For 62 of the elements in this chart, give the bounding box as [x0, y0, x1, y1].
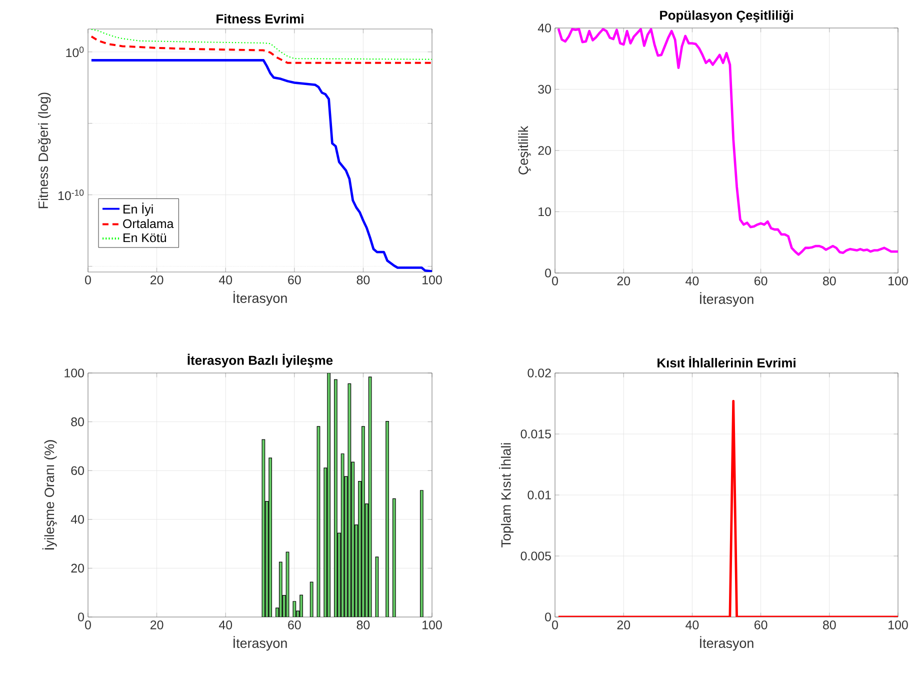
- y-tick-label: 0: [545, 612, 551, 622]
- x-tick-label: 20: [617, 276, 630, 286]
- x-tick-label: 20: [617, 620, 630, 630]
- y-tick-label: 0: [78, 612, 84, 622]
- y-axis-title: Çeşitlilik: [518, 126, 531, 174]
- y-axis-title: Toplam Kısıt İhlali: [499, 443, 514, 548]
- x-axis-title: İterasyon: [234, 636, 287, 651]
- x-tick-label: 40: [686, 276, 699, 286]
- x-tick-label: 80: [356, 620, 370, 630]
- y-tick-label: 0.005: [520, 552, 551, 560]
- y-tick-label: 60: [71, 466, 84, 476]
- y-tick-label: 20: [71, 564, 84, 573]
- y-axis-title: Fitness Değeri (log): [38, 92, 51, 208]
- chart-title: İterasyon Bazlı İyileşme: [188, 354, 333, 368]
- y-tick-label: 10: [538, 207, 551, 216]
- x-axis-title: İterasyon: [234, 291, 287, 306]
- x-tick-label: 20: [150, 620, 164, 630]
- x-tick-label: 60: [288, 620, 301, 630]
- y-tick-label: 40: [538, 24, 551, 32]
- chart-title: Fitness Evrimi: [216, 14, 304, 24]
- x-tick-label: 0: [552, 276, 558, 286]
- bar: [362, 426, 365, 617]
- y-tick-label: 40: [70, 515, 84, 524]
- x-tick-label: 80: [823, 276, 836, 286]
- y-tick-label: 100: [64, 368, 84, 378]
- x-tick-label: 60: [288, 276, 301, 284]
- y-tick-label: 0: [545, 268, 551, 278]
- bar: [386, 421, 389, 617]
- x-tick-label: 0: [85, 276, 91, 284]
- y-tick-label: 10$^{-10}$: [58, 190, 84, 200]
- y-tick-label: 20: [538, 146, 551, 155]
- x-tick-label: 40: [218, 620, 232, 630]
- x-tick-label: 60: [754, 276, 768, 286]
- x-axis-title: İterasyon: [700, 636, 754, 651]
- x-tick-label: 60: [754, 620, 768, 630]
- x-axis-title: İterasyon: [700, 292, 754, 307]
- x-tick-label: 100: [888, 276, 908, 286]
- y-axis-title: İyileşme Oranı (%): [42, 440, 57, 550]
- x-tick-label: 80: [823, 620, 836, 630]
- x-tick-label: 100: [422, 620, 442, 630]
- y-tick-label: 0.015: [520, 430, 551, 438]
- y-tick-label: 10$^{0}$: [66, 46, 84, 58]
- y-tick-label: 80: [71, 417, 84, 426]
- x-tick-label: 80: [356, 276, 370, 284]
- y-tick-label: 0.01: [528, 490, 551, 500]
- x-tick-label: 0: [85, 620, 91, 630]
- x-tick-label: 20: [150, 276, 164, 284]
- chart-title: Kısıt İhlallerinin Evrimi: [658, 356, 796, 368]
- x-tick-label: 40: [686, 620, 699, 630]
- legend-label: En İyi: [124, 202, 153, 216]
- legend-label: En Kötü: [124, 233, 166, 242]
- x-tick-label: 100: [422, 276, 442, 284]
- y-tick-label: 0.02: [528, 368, 551, 378]
- line-series: [90, 59, 432, 272]
- line-series: [90, 35, 432, 64]
- y-tick-label: 30: [538, 84, 551, 94]
- chart-title: Popülasyon Çeşitliliği: [660, 10, 793, 22]
- line-series: [90, 28, 432, 60]
- x-tick-label: 100: [888, 620, 908, 630]
- legend-label: Ortalama: [123, 218, 174, 228]
- x-tick-label: 0: [552, 620, 558, 630]
- x-tick-label: 40: [218, 276, 232, 284]
